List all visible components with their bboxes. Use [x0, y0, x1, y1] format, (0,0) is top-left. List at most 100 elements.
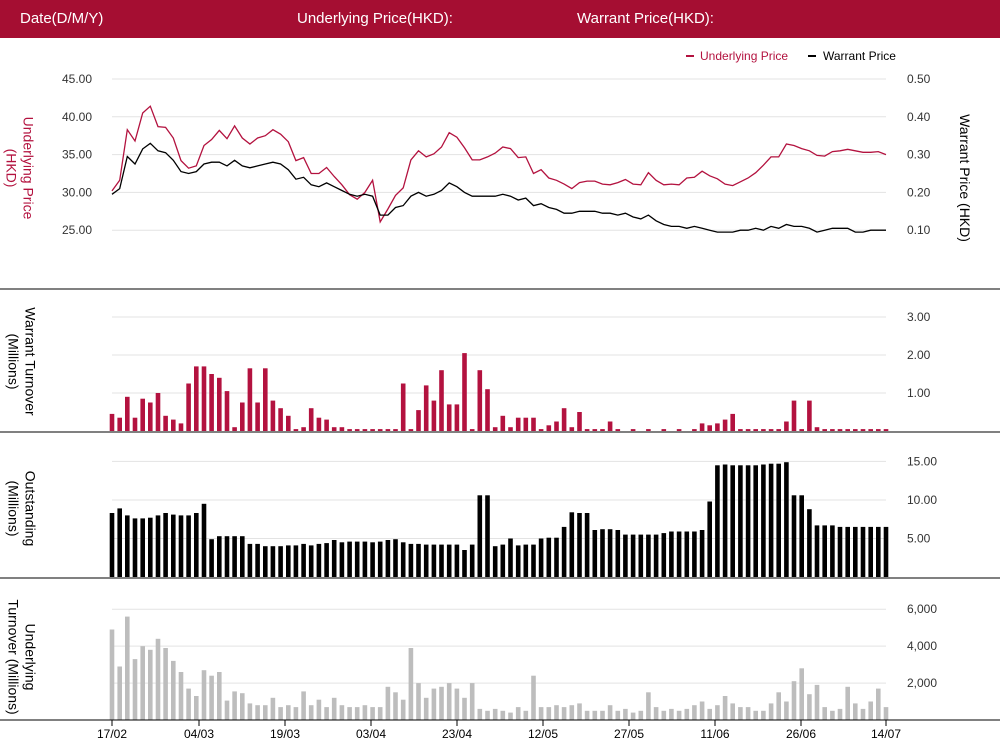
warrant-turnover-bar: [554, 421, 559, 431]
y-axis-title-right-line: Warrant Price (HKD): [957, 114, 973, 242]
outstanding-bar: [853, 526, 858, 577]
outstanding-bar: [132, 518, 138, 577]
underlying-turnover-bar: [883, 707, 889, 720]
warrant-turnover-bar: [577, 412, 582, 431]
warrant-turnover-bar: [286, 415, 291, 431]
outstanding-bar: [263, 546, 268, 577]
warrant-turnover-bar: [125, 396, 130, 431]
underlying-turnover-bar: [293, 707, 299, 720]
y-axis-title-right: Warrant Price (HKD): [957, 114, 973, 242]
outstanding-bar: [584, 513, 590, 577]
underlying-turnover-bar: [738, 707, 743, 720]
underlying-turnover-bar: [140, 646, 145, 720]
underlying-turnover-bar: [163, 648, 168, 720]
underlying-turnover-y-tick: 6,000: [907, 602, 937, 616]
warrant-turnover-bar: [423, 385, 429, 431]
warrant-turnover-bar: [531, 417, 536, 431]
underlying-turnover-bar: [469, 683, 475, 720]
outstanding-bar: [646, 534, 651, 577]
warrant-turnover-bar: [393, 429, 398, 431]
underlying-turnover-bar: [753, 710, 758, 720]
warrant-turnover-y-tick: 3.00: [907, 310, 931, 324]
underlying-turnover-bar: [638, 710, 644, 720]
underlying-turnover-bar: [171, 660, 176, 720]
warrant-turnover-bar: [362, 429, 368, 431]
underlying-turnover-bar: [240, 693, 245, 720]
underlying-turnover-bar: [745, 707, 751, 720]
underlying-turnover-bar: [194, 696, 199, 720]
warrant-turnover-bar: [255, 402, 260, 431]
outstanding-bar: [623, 534, 628, 577]
warrant-turnover-bar: [477, 370, 483, 431]
outstanding-bar: [860, 526, 866, 577]
outstanding-bar: [745, 465, 751, 577]
warrant-turnover-bar: [791, 400, 797, 431]
outstanding-bar: [738, 465, 743, 577]
x-tick-label: 27/05: [614, 727, 644, 741]
outstanding-bar: [784, 462, 789, 577]
outstanding-bar: [577, 513, 582, 577]
warrant-turnover-bar: [630, 429, 636, 431]
warrant-turnover-bar: [140, 398, 145, 431]
outstanding-bar: [615, 530, 621, 577]
outstanding-bar: [485, 495, 490, 577]
warrant-turnover-bar: [186, 383, 191, 431]
underlying-turnover-bar: [554, 705, 559, 720]
outstanding-bar: [630, 534, 636, 577]
outstanding-y-tick: 15.00: [907, 454, 937, 468]
outstanding-bar: [607, 529, 613, 577]
underlying-turnover-bar: [316, 699, 322, 720]
underlying-turnover-bar: [561, 707, 567, 720]
underlying-turnover-bar: [308, 705, 314, 720]
warrant-turnover-bar: [569, 427, 575, 431]
warrant-turnover-bar: [745, 429, 751, 431]
underlying-turnover-bar: [853, 703, 858, 720]
underlying-turnover-bar: [125, 616, 130, 720]
legend-label-underlying: Underlying Price: [700, 49, 788, 63]
y-tick-right: 0.30: [907, 148, 931, 162]
outstanding-bar: [240, 536, 245, 577]
warrant-turnover-bar: [331, 427, 337, 431]
underlying-turnover-bar: [646, 692, 651, 720]
underlying-turnover-bar: [477, 708, 483, 720]
underlying-turnover-bar: [286, 705, 291, 720]
outstanding-bar: [868, 526, 873, 577]
outstanding-bar: [416, 543, 421, 577]
underlying-turnover-bar: [538, 707, 544, 720]
warrant-turnover-bar: [845, 429, 850, 431]
outstanding-y-tick: 5.00: [907, 531, 931, 545]
warrant-turnover-bar: [217, 377, 222, 431]
outstanding-bar: [837, 526, 843, 577]
outstanding-bar: [454, 544, 460, 577]
underlying-turnover-bar: [837, 708, 843, 720]
underlying-turnover-bar: [577, 703, 582, 720]
outstanding-bar: [538, 538, 544, 577]
underlying-turnover-bar: [845, 686, 850, 720]
underlying-turnover-bar: [669, 708, 674, 720]
warrant-turnover-y-tick: 1.00: [907, 386, 931, 400]
outstanding-bar: [876, 526, 881, 577]
underlying-turnover-bar: [492, 708, 498, 720]
outstanding-bar: [791, 495, 797, 577]
warrant-turnover-bar: [408, 429, 414, 431]
outstanding-bar: [707, 501, 712, 577]
outstanding-y-tick: 10.00: [907, 493, 937, 507]
underlying-turnover-bar: [377, 707, 383, 720]
warrant-turnover-bar: [293, 429, 299, 431]
underlying-turnover-bar: [692, 705, 697, 720]
warrant-turnover-bar: [508, 427, 513, 431]
outstanding-bar: [194, 513, 199, 577]
underlying-turnover-bar: [393, 692, 398, 720]
outstanding-bar: [799, 495, 804, 577]
outstanding-bar: [814, 525, 820, 577]
warrant-turnover-bar: [109, 413, 115, 431]
outstanding-bar: [186, 515, 191, 577]
warrant-turnover-bar: [416, 410, 421, 431]
outstanding-bar: [293, 545, 299, 577]
warrant-turnover-bar: [646, 429, 651, 431]
outstanding-bar: [515, 545, 521, 577]
x-tick-label: 04/03: [184, 727, 214, 741]
underlying-turnover-bar: [178, 672, 184, 720]
warrant-turnover-bar: [707, 425, 712, 431]
legend-label-warrant: Warrant Price: [823, 49, 896, 63]
